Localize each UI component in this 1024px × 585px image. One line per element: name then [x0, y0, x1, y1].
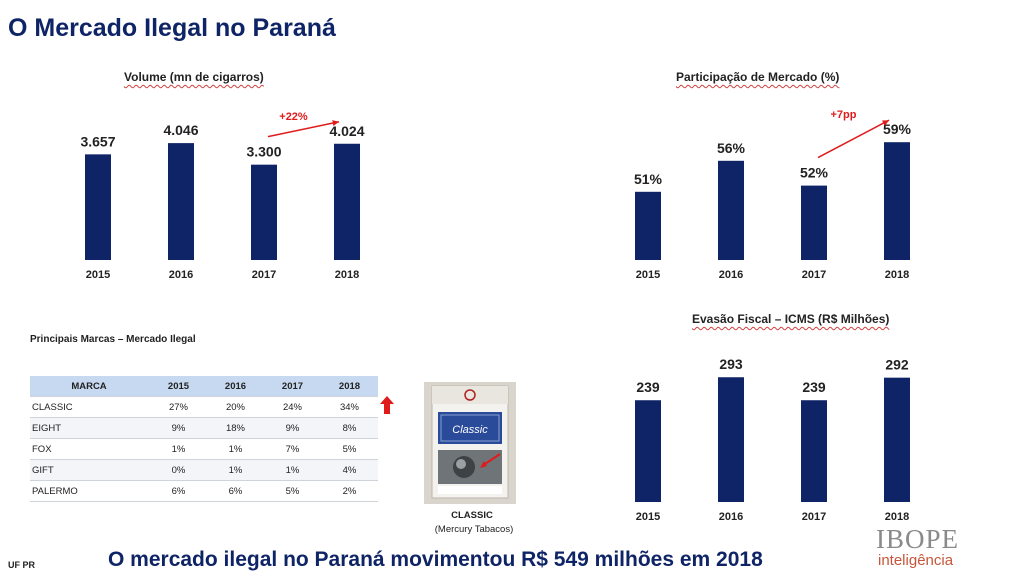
data-label-2018: 292	[885, 357, 909, 373]
header-2016: 2016	[207, 376, 264, 397]
bar-2015	[635, 400, 661, 502]
headline: O mercado ilegal no Paraná movimentou R$…	[108, 548, 763, 571]
volume-chart-title: Volume (mn de cigarros)	[124, 70, 264, 84]
table-cell: 20%	[207, 396, 264, 418]
table-cell: 1%	[207, 459, 264, 481]
table-cell: 1%	[264, 459, 321, 481]
table-header-row: MARCA 2015 2016 2017 2018	[30, 376, 378, 397]
data-label-2018: 59%	[883, 121, 912, 137]
data-label-2018: 4.024	[329, 123, 364, 139]
table-cell: CLASSIC	[30, 396, 150, 418]
bar-2015	[85, 154, 111, 260]
bar-2018	[334, 143, 360, 260]
bar-2018	[884, 377, 910, 502]
trend-arrow-head	[332, 120, 339, 127]
tick-label-2016: 2016	[719, 511, 743, 523]
footer-state-label: UF PR	[8, 560, 35, 570]
table-row: PALERMO 6% 6% 5% 2%	[30, 480, 378, 502]
header-2017: 2017	[264, 376, 321, 397]
logo-bottom-text: inteligência	[878, 552, 954, 569]
bar-2017	[801, 400, 827, 502]
tick-label-2015: 2015	[636, 269, 660, 281]
bar-2016	[168, 143, 194, 260]
trend-arrow-line	[267, 121, 340, 138]
data-label-2016: 4.046	[163, 122, 198, 138]
tick-label-2018: 2018	[885, 511, 909, 523]
tick-label-2018: 2018	[885, 269, 909, 281]
logo-top-text: IBOPE	[876, 524, 960, 554]
data-label-2016: 56%	[717, 140, 746, 156]
table-cell: 2%	[321, 480, 378, 502]
data-label-2017: 52%	[800, 165, 829, 181]
brands-table-title: Principais Marcas – Mercado Ilegal	[30, 334, 196, 345]
red-up-arrow-icon	[380, 396, 394, 414]
pack-brand-text: Classic	[452, 424, 488, 436]
table-cell: 0%	[150, 459, 207, 481]
market-share-chart-title: Participação de Mercado (%)	[676, 70, 840, 84]
table-cell: EIGHT	[30, 417, 150, 439]
growth-annotation: +7pp	[831, 109, 857, 121]
pack-label: CLASSIC	[451, 510, 493, 521]
table-cell: 24%	[264, 396, 321, 418]
header-brand: MARCA	[30, 376, 150, 397]
tax-evasion-chart: 239 2015 293 2016 239 2017 292 2018	[635, 356, 910, 523]
volume-chart: 3.657 2015 4.046 2016 3.300 2017 4.024 2018 +22%	[80, 111, 364, 281]
table-row: EIGHT 9% 18% 9% 8%	[30, 417, 378, 439]
bar-2017	[251, 164, 277, 260]
table-row: GIFT 0% 1% 1% 4%	[30, 459, 378, 481]
classic-pack-image: Classic	[424, 382, 516, 504]
tick-label-2017: 2017	[802, 511, 826, 523]
table-cell: 1%	[207, 438, 264, 460]
tick-label-2015: 2015	[636, 511, 660, 523]
table-cell: 8%	[321, 417, 378, 439]
tick-label-2016: 2016	[719, 269, 743, 281]
table-row: CLASSIC 27% 20% 24% 34%	[30, 396, 378, 418]
table-cell: 9%	[150, 417, 207, 439]
tick-label-2018: 2018	[335, 269, 359, 281]
data-label-2016: 293	[719, 356, 743, 372]
growth-annotation: +22%	[279, 111, 308, 123]
table-cell: PALERMO	[30, 480, 150, 502]
table-cell: 4%	[321, 459, 378, 481]
table-cell: 7%	[264, 438, 321, 460]
table-cell: 6%	[207, 480, 264, 502]
bar-2015	[635, 191, 661, 260]
brands-table: MARCA 2015 2016 2017 2018 CLASSIC 27% 20…	[30, 376, 378, 502]
trend-arrow-line	[817, 119, 890, 159]
table-cell: FOX	[30, 438, 150, 460]
header-2015: 2015	[150, 376, 207, 397]
table-cell: 34%	[321, 396, 378, 418]
page-title: O Mercado Ilegal no Paraná	[8, 14, 336, 42]
table-cell: 5%	[264, 480, 321, 502]
table-cell: 27%	[150, 396, 207, 418]
tick-label-2016: 2016	[169, 269, 193, 281]
tax-evasion-chart-title: Evasão Fiscal – ICMS (R$ Milhões)	[692, 312, 890, 326]
data-label-2015: 3.657	[80, 133, 115, 149]
table-cell: 5%	[321, 438, 378, 460]
tick-label-2017: 2017	[252, 269, 276, 281]
data-label-2017: 3.300	[246, 144, 281, 160]
bar-2016	[718, 160, 744, 260]
market-share-chart: 51% 2015 56% 2016 52% 2017 59% 2018 +7pp	[634, 109, 912, 281]
table-cell: 18%	[207, 417, 264, 439]
header-2018: 2018	[321, 376, 378, 397]
data-label-2017: 239	[802, 379, 826, 395]
table-cell: 1%	[150, 438, 207, 460]
data-label-2015: 51%	[634, 171, 663, 187]
data-label-2015: 239	[636, 379, 660, 395]
bar-2018	[884, 142, 910, 260]
bar-2016	[718, 377, 744, 502]
table-cell: 9%	[264, 417, 321, 439]
trend-arrow-head	[882, 120, 889, 126]
table-cell: 6%	[150, 480, 207, 502]
tick-label-2015: 2015	[86, 269, 110, 281]
pack-maker: (Mercury Tabacos)	[434, 524, 514, 535]
ibope-logo: IBOPE inteligência	[876, 525, 959, 568]
table-row: FOX 1% 1% 7% 5%	[30, 438, 378, 460]
table-cell: GIFT	[30, 459, 150, 481]
bar-2017	[801, 185, 827, 260]
tick-label-2017: 2017	[802, 269, 826, 281]
